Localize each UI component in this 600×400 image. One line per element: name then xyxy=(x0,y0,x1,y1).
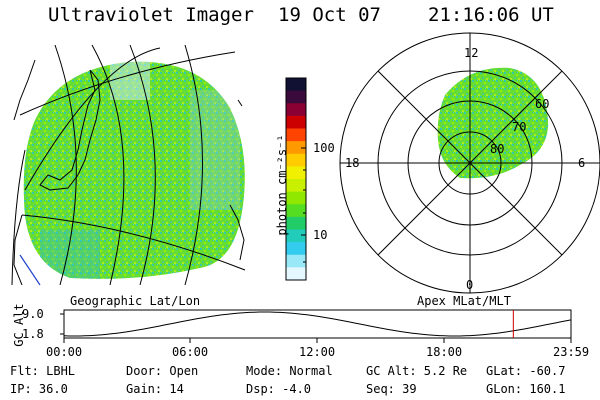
mlt-label-6: 6 xyxy=(578,156,586,170)
colorbar-cell xyxy=(286,204,306,218)
mlt-label-18: 18 xyxy=(345,156,360,170)
colorbar-cell xyxy=(286,141,306,155)
info-door: Door: Open xyxy=(126,364,199,378)
colorbar-cell xyxy=(286,179,306,193)
info-gc-alt: GC Alt: 5.2 Re xyxy=(366,364,468,378)
colorbar-cell xyxy=(286,153,306,167)
time-tick-1200: 12:00 xyxy=(299,345,336,359)
colorbar-cell xyxy=(286,166,306,180)
info-glat: GLat: -60.7 xyxy=(486,364,566,378)
lat-lon-grid xyxy=(11,44,246,285)
info-ip: IP: 36.0 xyxy=(10,382,68,396)
apex-label: Apex MLat/MLT xyxy=(417,294,511,308)
altitude-panel xyxy=(60,309,572,343)
altitude-ytick-low: 1.8 xyxy=(22,327,44,341)
info-dsp: Dsp: -4.0 xyxy=(246,382,312,396)
colorbar-cell xyxy=(286,78,306,92)
lat-label-80: 80 xyxy=(490,142,505,156)
time-label: 21:16:06 UT xyxy=(428,4,554,26)
polar-plot xyxy=(339,32,600,294)
aurora-image-left xyxy=(23,61,245,279)
colorbar-tick-10: 10 xyxy=(313,228,328,242)
lat-label-60: 60 xyxy=(535,97,550,111)
time-tick-1800: 18:00 xyxy=(426,345,463,359)
colorbar-cell xyxy=(286,229,306,243)
app-title: Ultraviolet Imager xyxy=(48,4,254,26)
geographic-label: Geographic Lat/Lon xyxy=(70,294,201,308)
colorbar-cell xyxy=(286,216,306,230)
info-gain: Gain: 14 xyxy=(126,382,184,396)
colorbar-cell xyxy=(286,254,306,268)
coastline xyxy=(13,59,245,285)
lat-label-70: 70 xyxy=(512,120,527,134)
info-flt: Flt: LBHL xyxy=(10,364,76,378)
colorbar-cell xyxy=(286,128,306,142)
colorbar-cell xyxy=(286,103,306,117)
geographic-map xyxy=(11,44,246,286)
colorbar-cell xyxy=(286,242,306,256)
altitude-ticks xyxy=(60,313,572,343)
colorbar-cell xyxy=(286,267,306,281)
colorbar-cell xyxy=(286,90,306,104)
altitude-ytick-high: 9.0 xyxy=(22,307,44,321)
mlt-label-12: 12 xyxy=(464,46,479,60)
altitude-curve xyxy=(63,311,572,337)
colorbar-cell xyxy=(286,115,306,129)
colorbar-cell xyxy=(286,191,306,205)
time-tick-2359: 23:59 xyxy=(553,345,590,359)
coastline-blue xyxy=(19,254,41,286)
polar-spoke-diag-2 xyxy=(377,70,563,256)
aurora-image-polar xyxy=(437,67,549,179)
colorbar xyxy=(285,77,307,281)
info-glon: GLon: 160.1 xyxy=(486,382,566,396)
info-seq: Seq: 39 xyxy=(366,382,417,396)
date-label: 19 Oct 07 xyxy=(278,4,381,26)
info-mode: Mode: Normal xyxy=(246,364,333,378)
colorbar-tick-100: 100 xyxy=(313,141,335,155)
mlt-label-0: 0 xyxy=(466,278,474,292)
time-tick-0000: 00:00 xyxy=(46,345,83,359)
time-tick-0600: 06:00 xyxy=(172,345,209,359)
colorbar-unit-label: photon cm⁻²s⁻¹ xyxy=(275,134,289,236)
